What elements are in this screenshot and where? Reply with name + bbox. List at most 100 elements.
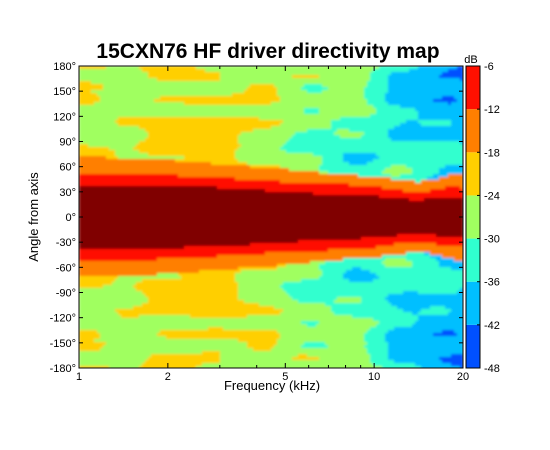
- heatmap-cell: [325, 129, 329, 133]
- heatmap-cell: [457, 138, 461, 142]
- heatmap-cell: [154, 99, 158, 103]
- heatmap-cell: [397, 111, 401, 115]
- heatmap-cell: [238, 156, 242, 160]
- heatmap-cell: [103, 135, 107, 139]
- heatmap-cell: [301, 177, 305, 181]
- heatmap-cell: [124, 171, 128, 175]
- heatmap-cell: [169, 147, 173, 151]
- heatmap-cell: [310, 153, 314, 157]
- heatmap-cell: [223, 135, 227, 139]
- heatmap-cell: [253, 66, 257, 70]
- heatmap-cell: [304, 141, 308, 145]
- heatmap-cell: [307, 126, 311, 130]
- heatmap-cell: [292, 153, 296, 157]
- heatmap-cell: [157, 93, 161, 97]
- heatmap-cell: [460, 117, 463, 121]
- heatmap-cell: [217, 138, 221, 142]
- heatmap-cell: [187, 171, 191, 175]
- heatmap-cell: [307, 69, 311, 73]
- heatmap-cell: [91, 72, 95, 76]
- heatmap-cell: [394, 93, 398, 97]
- heatmap-cell: [361, 177, 365, 181]
- heatmap-cell: [319, 174, 323, 178]
- heatmap-cell: [454, 81, 458, 85]
- heatmap-cell: [343, 120, 347, 124]
- heatmap-cell: [304, 84, 308, 88]
- heatmap-cell: [460, 102, 463, 106]
- heatmap-cell: [82, 135, 86, 139]
- heatmap-cell: [355, 126, 359, 130]
- heatmap-cell: [382, 72, 386, 76]
- heatmap-cell: [235, 174, 239, 178]
- heatmap-cell: [265, 75, 269, 79]
- heatmap-cell: [400, 66, 404, 70]
- heatmap-cell: [244, 111, 248, 115]
- heatmap-cell: [385, 153, 389, 157]
- heatmap-cell: [436, 93, 440, 97]
- heatmap-cell: [238, 165, 242, 169]
- heatmap-cell: [265, 123, 269, 127]
- heatmap-cell: [358, 99, 362, 103]
- heatmap-cell: [208, 129, 212, 133]
- heatmap-cell: [298, 108, 302, 112]
- heatmap-cell: [421, 147, 425, 151]
- heatmap-cell: [328, 174, 332, 178]
- heatmap-cell: [226, 102, 230, 106]
- heatmap-cell: [154, 111, 158, 115]
- heatmap-cell: [436, 120, 440, 124]
- heatmap-cell: [208, 114, 212, 118]
- heatmap-cell: [358, 177, 362, 181]
- heatmap-cell: [265, 141, 269, 145]
- heatmap-cell: [211, 105, 215, 109]
- heatmap-cell: [340, 153, 344, 157]
- heatmap-cell: [241, 66, 245, 70]
- heatmap-cell: [421, 96, 425, 100]
- heatmap-cell: [175, 132, 179, 136]
- heatmap-cell: [253, 123, 257, 127]
- heatmap-cell: [349, 111, 353, 115]
- heatmap-cell: [112, 78, 116, 82]
- heatmap-cell: [172, 138, 176, 142]
- heatmap-cell: [253, 159, 257, 163]
- heatmap-cell: [343, 135, 347, 139]
- heatmap-cell: [250, 105, 254, 109]
- heatmap-cell: [310, 108, 314, 112]
- heatmap-cell: [388, 177, 392, 181]
- heatmap-cell: [145, 87, 149, 91]
- heatmap-cell: [229, 126, 233, 130]
- heatmap-cell: [259, 156, 263, 160]
- heatmap-cell: [337, 135, 341, 139]
- heatmap-cell: [187, 69, 191, 73]
- heatmap-cell: [454, 147, 458, 151]
- heatmap-cell: [343, 117, 347, 121]
- heatmap-cell: [403, 144, 407, 148]
- heatmap-cell: [142, 129, 146, 133]
- heatmap-cell: [358, 84, 362, 88]
- heatmap-cell: [409, 75, 413, 79]
- heatmap-cell: [319, 138, 323, 142]
- heatmap-cell: [250, 138, 254, 142]
- heatmap-cell: [187, 141, 191, 145]
- heatmap-cell: [280, 171, 284, 175]
- heatmap-cell: [307, 105, 311, 109]
- heatmap-cell: [286, 141, 290, 145]
- heatmap-cell: [223, 66, 227, 70]
- heatmap-cell: [439, 174, 443, 178]
- heatmap-cell: [160, 90, 164, 94]
- heatmap-cell: [418, 168, 422, 172]
- heatmap-cell: [88, 147, 92, 151]
- heatmap-cell: [223, 147, 227, 151]
- heatmap-cell: [367, 162, 371, 166]
- heatmap-cell: [256, 102, 260, 106]
- heatmap-cell: [157, 144, 161, 148]
- heatmap-cell: [244, 102, 248, 106]
- heatmap-cell: [448, 165, 452, 169]
- heatmap-cell: [283, 162, 287, 166]
- heatmap-cell: [433, 174, 437, 178]
- heatmap-cell: [343, 180, 347, 184]
- heatmap-cell: [181, 180, 185, 184]
- heatmap-cell: [265, 156, 269, 160]
- heatmap-cell: [79, 156, 83, 160]
- heatmap-cell: [403, 111, 407, 115]
- heatmap-cell: [181, 66, 185, 70]
